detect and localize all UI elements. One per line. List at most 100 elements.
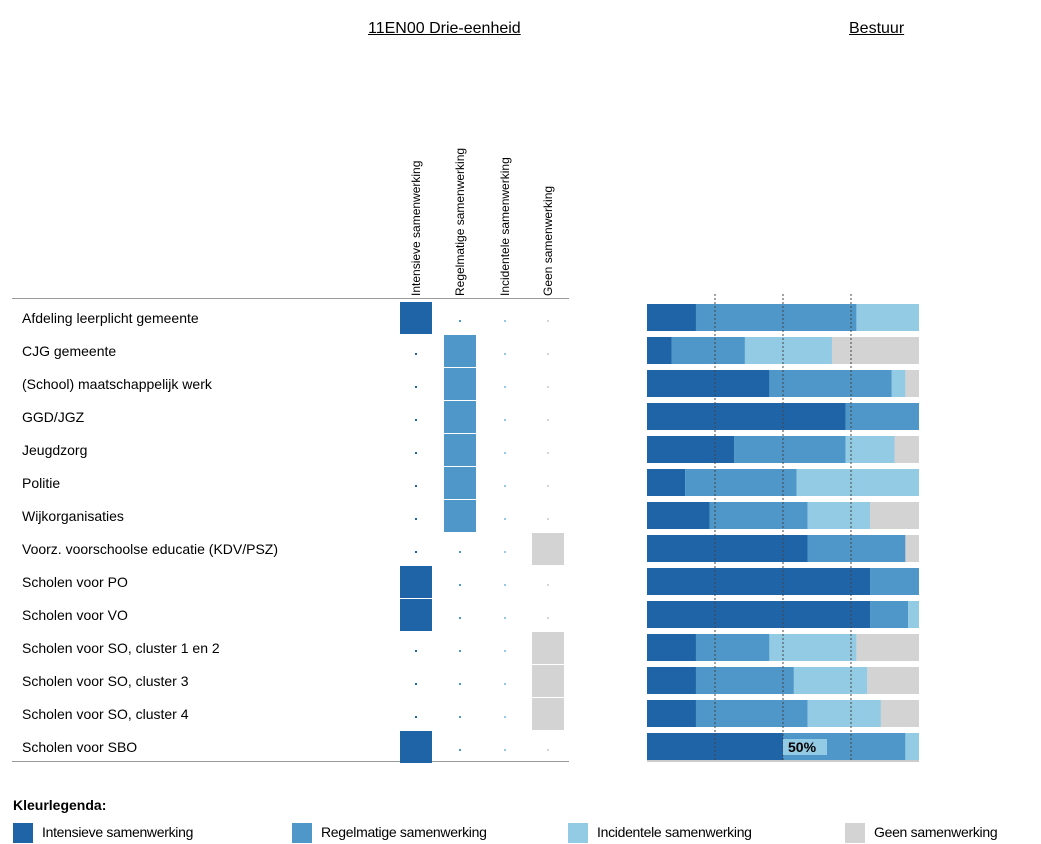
bar-segment [695, 700, 808, 727]
table-cell-dot [547, 386, 549, 388]
row-label: Scholen voor SO, cluster 1 en 2 [22, 640, 220, 656]
row-label: Wijkorganisaties [22, 508, 124, 524]
table-cell-dot [415, 518, 417, 520]
table-cell-dot [415, 386, 417, 388]
bar-segment [856, 304, 919, 331]
table-cell-dot [459, 617, 461, 619]
table-cell-dot [415, 683, 417, 685]
legend-swatch-none [845, 823, 865, 843]
table-cell-dot [504, 584, 506, 586]
row-label: Voorz. voorschoolse educatie (KDV/PSZ) [22, 541, 279, 557]
bar-segment [647, 337, 672, 364]
row-label: Scholen voor PO [22, 574, 128, 590]
bar-segment [870, 568, 919, 595]
row-label: CJG gemeente [22, 343, 117, 359]
bar-segment [709, 502, 808, 529]
bar-segment [908, 601, 919, 628]
bar-segment [880, 700, 919, 727]
bar-segment [867, 667, 919, 694]
table-cell-dot [504, 452, 506, 454]
bar-segment [695, 634, 770, 661]
table-cell-dot [547, 452, 549, 454]
bar-segment [870, 502, 919, 529]
legend-label-incidental: Incidentele samenwerking [597, 824, 752, 840]
table-cell-block [444, 500, 476, 532]
bar-segment [845, 436, 895, 463]
table-cell-block [400, 731, 432, 763]
table-cell-dot [504, 551, 506, 553]
bar-segment [671, 337, 745, 364]
bar-segment [891, 370, 906, 397]
bar-segment [695, 667, 794, 694]
table-cell-dot [504, 650, 506, 652]
row-label: Scholen voor SBO [22, 739, 138, 755]
bar-segment [856, 634, 919, 661]
table-cell-dot [459, 584, 461, 586]
table-cell-dot [504, 353, 506, 355]
table-cell-dot [504, 683, 506, 685]
row-label: Jeugdzorg [22, 442, 88, 458]
table-cell-dot [504, 716, 506, 718]
bar-segment [905, 733, 919, 760]
legend-swatch-intensive [13, 823, 33, 843]
row-label: Afdeling leerplicht gemeente [22, 310, 199, 326]
table-cell-dot [459, 716, 461, 718]
bar-segment [905, 535, 919, 562]
table-cell-block [444, 401, 476, 433]
table-cell-dot [547, 485, 549, 487]
table-cell-dot [415, 716, 417, 718]
bar-segment [734, 436, 846, 463]
bar-segment [647, 304, 696, 331]
table-cell-dot [504, 617, 506, 619]
bar-segment [769, 370, 892, 397]
table-cell-dot [415, 452, 417, 454]
table-cell-block [532, 533, 564, 565]
bar-segment [647, 634, 696, 661]
bar-segment [807, 700, 881, 727]
table-cell-block [532, 665, 564, 697]
table-cell-dot [547, 617, 549, 619]
bar-segment [831, 337, 919, 364]
table-cell-dot [504, 485, 506, 487]
row-label: Scholen voor SO, cluster 3 [22, 673, 189, 689]
legend-swatch-incidental [568, 823, 588, 843]
bar-segment [647, 601, 871, 628]
legend-label-intensive: Intensieve samenwerking [42, 824, 194, 840]
table-cell-dot [415, 485, 417, 487]
bar-segment [647, 370, 770, 397]
table-cell-dot [459, 320, 461, 322]
table-cell-dot [504, 320, 506, 322]
bar-segment [870, 601, 909, 628]
table-cell-dot [415, 551, 417, 553]
table-cell-dot [504, 518, 506, 520]
legend-label-regular: Regelmatige samenwerking [321, 824, 487, 840]
bar-segment [647, 700, 696, 727]
table-cell-block [444, 335, 476, 367]
legend-title: Kleurlegenda: [13, 797, 107, 813]
table-cell-dot [504, 419, 506, 421]
table-cell-dot [459, 749, 461, 751]
row-label: Scholen voor SO, cluster 4 [22, 706, 189, 722]
table-cell-dot [415, 353, 417, 355]
annotation-label-bg [783, 739, 827, 755]
table-cell-dot [459, 683, 461, 685]
table-bottom-rule [12, 761, 569, 762]
table-cell-block [532, 632, 564, 664]
bar-segment [647, 568, 871, 595]
table-cell-dot [504, 386, 506, 388]
table-cell-dot [547, 353, 549, 355]
bar-segment [647, 535, 808, 562]
table-cell-dot [459, 551, 461, 553]
bar-segment [647, 667, 696, 694]
table-cell-block [532, 698, 564, 730]
bar-segment [894, 436, 919, 463]
bar-segment [647, 469, 686, 496]
table-cell-block [400, 566, 432, 598]
row-label: Politie [22, 475, 61, 491]
annotation-label: 50% [788, 739, 817, 755]
bar-segment [647, 436, 735, 463]
board-chart-title: Bestuur [849, 20, 905, 37]
bar-segment [685, 469, 797, 496]
legend-swatch-regular [292, 823, 312, 843]
